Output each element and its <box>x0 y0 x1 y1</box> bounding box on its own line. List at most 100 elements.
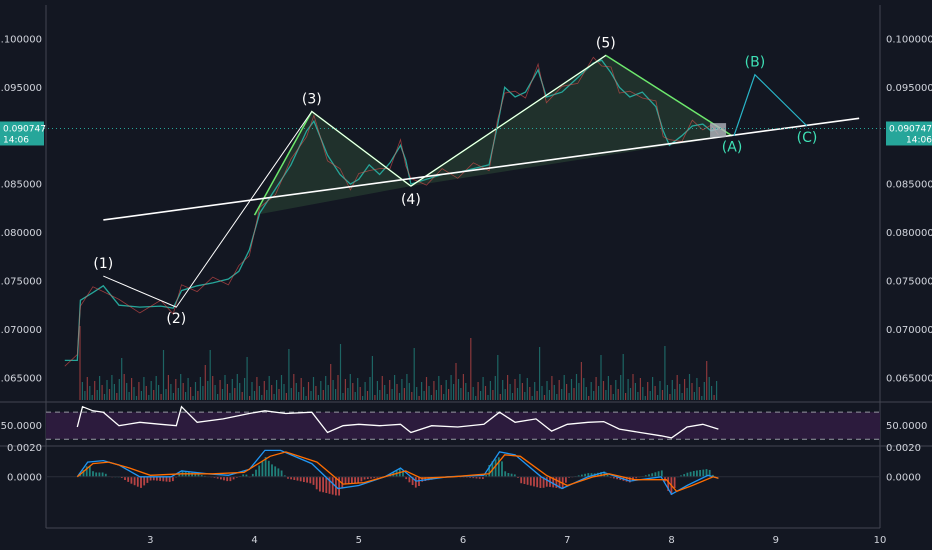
volume-bar <box>79 326 81 400</box>
volume-bar <box>568 393 570 400</box>
volume-bar <box>534 382 536 400</box>
macd-histogram-bar <box>552 476 555 488</box>
volume-bar <box>622 354 624 400</box>
volume-bar <box>516 388 519 400</box>
macd-histogram-bar <box>293 476 296 480</box>
volume-bar <box>632 374 634 400</box>
macd-histogram-bar <box>568 476 570 478</box>
volume-bar <box>546 381 548 400</box>
macd-histogram-bar <box>229 476 232 482</box>
macd-histogram-bar <box>98 472 101 477</box>
measure-box <box>710 123 727 138</box>
volume-bar <box>253 391 256 400</box>
volume-bar <box>177 388 179 400</box>
price-panel[interactable]: 0.1000000.1000000.0950000.0950000.090000… <box>0 5 932 528</box>
volume-bar <box>268 376 270 400</box>
volume-bar <box>162 350 165 400</box>
projection-path[interactable] <box>733 73 808 136</box>
volume-bar <box>307 382 310 400</box>
volume-bar <box>686 388 688 400</box>
volume-bar <box>362 396 364 400</box>
macd-line[interactable] <box>76 449 719 496</box>
volume-bar <box>679 384 681 400</box>
rsi-tick-right: 50.0000 <box>886 421 927 432</box>
elliott-wave-path[interactable] <box>103 54 607 308</box>
volume-bar <box>610 385 612 400</box>
macd-panel[interactable]: 0.0020 0.0020 0.0000 0.0000 <box>0 443 932 496</box>
volume-bar <box>278 389 280 400</box>
macd-histogram-bar <box>418 476 420 486</box>
macd-histogram-bar <box>427 476 430 481</box>
macd-histogram-bar <box>309 476 312 484</box>
volume-bar <box>185 392 187 400</box>
volume-bar <box>226 384 228 400</box>
volume-bar <box>391 389 393 400</box>
macd-histogram-bar <box>414 476 417 488</box>
macd-histogram-bar <box>242 474 245 477</box>
macd-histogram-bar <box>140 476 142 488</box>
price-tick-right: 0.065000 <box>886 373 932 384</box>
volume-bar <box>502 380 504 400</box>
volume-bar <box>472 387 474 400</box>
volume-bar <box>305 396 307 400</box>
macd-histogram-bar <box>600 472 602 477</box>
macd-histogram-bar <box>178 473 181 477</box>
volume-bar <box>231 379 233 400</box>
macd-histogram-bar <box>143 476 146 486</box>
volume-bar <box>261 395 263 400</box>
macd-histogram-bar <box>255 469 257 477</box>
volume-bar <box>197 391 199 400</box>
volume-bar <box>379 390 381 400</box>
macd-histogram-bar <box>172 476 174 482</box>
volume-bar <box>684 379 686 400</box>
rsi-line[interactable] <box>76 405 719 439</box>
volume-bar <box>359 387 361 400</box>
macd-histogram-bar <box>526 476 529 485</box>
volume-bar <box>258 386 260 400</box>
volume-bar <box>541 386 543 400</box>
price-tick-left: 0.080000 <box>0 228 42 239</box>
macd-histogram-bar <box>251 473 254 477</box>
volume-bar <box>194 382 197 400</box>
volume-bar <box>94 381 96 400</box>
volume-bar <box>266 390 268 400</box>
volume-bar <box>219 380 221 400</box>
volume-bar <box>352 383 354 400</box>
volume-bar <box>192 396 194 400</box>
volume-bar <box>298 392 300 400</box>
volume-bar <box>573 388 575 400</box>
time-axis[interactable]: 3 4 5 6 7 8 9 10 <box>46 527 886 546</box>
macd-histogram-bar <box>705 469 708 477</box>
rsi-panel[interactable]: 50.0000 50.0000 <box>0 401 932 440</box>
volume-bar <box>263 381 265 400</box>
macd-histogram-bar <box>245 474 248 477</box>
trendline[interactable] <box>103 117 860 221</box>
volume-bar <box>659 381 661 400</box>
macd-histogram-bar <box>421 476 424 482</box>
volume-bar <box>103 394 106 400</box>
volume-bar <box>280 375 283 400</box>
macd-histogram-bar <box>130 476 133 484</box>
macd-histogram-bar <box>469 476 471 478</box>
projection-label: (B) <box>745 55 766 71</box>
volume-bar <box>693 392 695 400</box>
volume-bar <box>312 377 315 400</box>
projection-label: (C) <box>797 130 818 146</box>
macd-histogram-bar <box>88 465 91 477</box>
macd-histogram-bar <box>708 470 711 477</box>
price-tick-right: 0.100000 <box>886 34 932 45</box>
macd-histogram-bar <box>360 476 363 482</box>
macd-histogram-bar <box>555 476 558 488</box>
volume-bar <box>371 356 373 400</box>
volume-bar <box>249 396 251 400</box>
volume-bar <box>691 383 693 400</box>
volume-bar <box>101 385 103 400</box>
volume-bar <box>450 375 452 400</box>
volume-bar <box>128 392 130 400</box>
volume-bar <box>285 393 287 400</box>
macd-histogram-bar <box>146 476 149 483</box>
volume-bar <box>357 378 359 400</box>
signal-line[interactable] <box>76 451 719 493</box>
